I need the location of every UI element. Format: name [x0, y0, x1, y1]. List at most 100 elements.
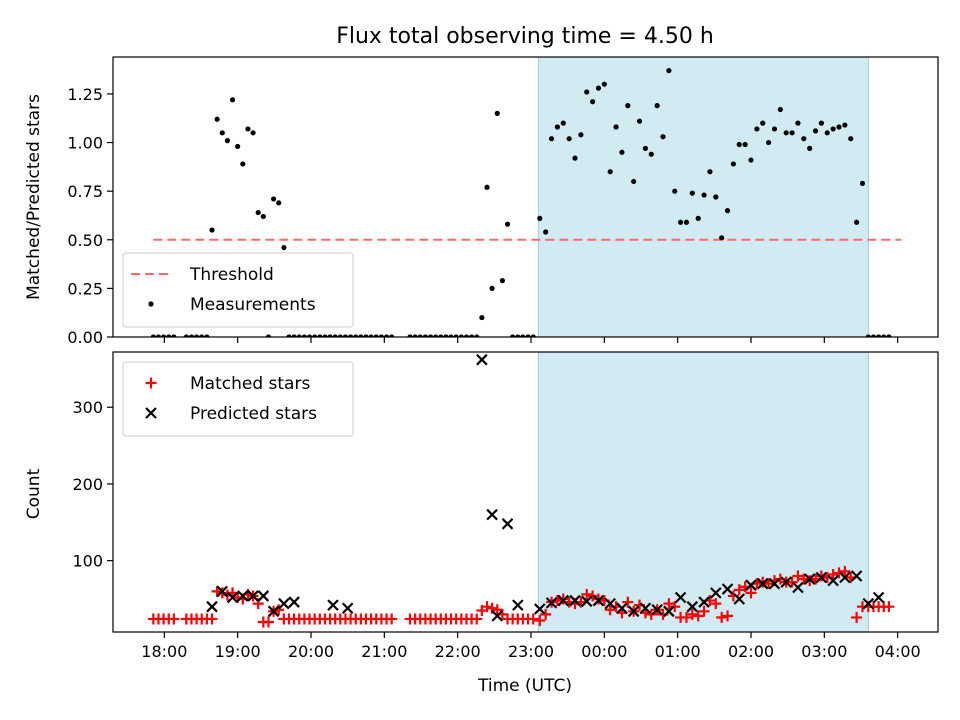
measurement-point — [783, 130, 789, 136]
predicted-stars-point — [627, 605, 640, 618]
predicted-stars-point — [491, 610, 504, 622]
measurement-point — [865, 334, 871, 337]
legend-box — [122, 252, 354, 328]
measurement-point — [224, 138, 230, 144]
measurement-point — [489, 285, 495, 291]
measurement-point — [836, 124, 842, 130]
bottom-panel: 100 200 300 18:00 19:00 20:00 21:00 22:00 23:00 0… — [72, 351, 939, 661]
predicted-stars-point — [592, 594, 605, 607]
measurement-point — [427, 334, 434, 337]
measurement-point — [789, 130, 795, 136]
measurement-point — [229, 97, 236, 103]
legend-matched-swatch — [145, 377, 157, 389]
matched-stars-point — [669, 601, 681, 613]
x-tick-label: 18:00 — [141, 642, 187, 661]
measurement-point — [648, 151, 654, 157]
matched-stars-point — [534, 614, 546, 626]
matched-stars-point — [540, 608, 552, 620]
top-series-1 — [150, 0, 902, 337]
bottom-plot-area — [147, 353, 895, 628]
measurement-point — [245, 126, 251, 132]
predicted-stars-point — [698, 596, 710, 608]
measurement-point — [368, 334, 374, 337]
x-tick-label: 02:00 — [728, 642, 774, 661]
measurement-point — [188, 334, 195, 337]
measurement-point — [807, 145, 813, 151]
measurement-point — [625, 103, 631, 109]
measurement-point — [660, 134, 666, 140]
predicted-stars-point — [721, 583, 734, 595]
matched-stars-point — [786, 576, 798, 588]
x-tick-label: 03:00 — [801, 642, 847, 661]
measurement-point — [701, 192, 707, 198]
measurement-point — [654, 103, 660, 109]
bottom-y-tick-label: 300 — [72, 398, 103, 417]
measurement-point — [520, 334, 526, 337]
matched-stars-point — [587, 590, 599, 602]
measurement-point — [378, 334, 384, 337]
measurement-point — [255, 209, 261, 216]
predicted-stars-point — [780, 576, 792, 588]
measurement-point — [619, 149, 625, 155]
measurement-point — [848, 136, 854, 142]
measurement-point — [155, 334, 162, 337]
measurement-point — [578, 132, 584, 138]
predicted-stars-point — [267, 605, 280, 618]
legend-box — [122, 361, 354, 437]
predicted-stars-point — [226, 591, 239, 604]
measurement-point — [286, 334, 292, 337]
measurement-point — [760, 120, 766, 126]
measurement-point — [607, 169, 613, 175]
matched-stars-point — [680, 611, 692, 623]
legend-measurements-swatch — [148, 301, 154, 307]
measurement-point — [306, 334, 313, 337]
measurement-point — [358, 334, 364, 337]
measurement-point — [281, 244, 287, 251]
matched-stars-point — [622, 596, 634, 608]
top-panel: 0.00 0.25 0.50 0.75 1.00 1.25 Threshold Measure… — [67, 0, 939, 347]
measurement-point — [469, 334, 475, 337]
matched-stars-point — [471, 613, 483, 625]
predicted-stars-point — [545, 597, 558, 609]
measurement-point — [317, 334, 323, 337]
predicted-stars-point — [839, 571, 851, 584]
matched-stars-point — [386, 613, 398, 625]
predicted-stars-point — [862, 597, 875, 610]
measurement-point — [636, 118, 643, 124]
measurement-point — [389, 334, 395, 337]
top-plot-area — [150, 0, 902, 337]
measurement-point — [161, 334, 167, 337]
measurement-point — [801, 136, 807, 142]
bottom-axes-frame — [112, 351, 939, 633]
matched-stars-point — [604, 604, 616, 616]
measurement-point — [736, 141, 742, 148]
measurement-point — [672, 188, 678, 194]
measurement-point — [842, 122, 848, 128]
matched-stars-point — [527, 613, 539, 625]
measurement-point — [150, 334, 156, 337]
matched-stars-point — [206, 613, 218, 625]
measurement-point — [713, 194, 719, 200]
measurement-point — [166, 334, 172, 337]
bottom-y-tick-label: 100 — [72, 552, 103, 571]
measurement-point — [219, 130, 225, 136]
measurement-point — [448, 334, 454, 337]
matched-stars-point — [792, 570, 804, 582]
measurement-point — [474, 334, 480, 337]
measurement-point — [407, 334, 413, 337]
measurement-point — [812, 128, 819, 134]
predicted-stars-point — [651, 603, 663, 616]
matched-stars-point — [168, 613, 180, 625]
predicted-stars-point — [557, 594, 570, 607]
measurement-point — [260, 213, 266, 220]
x-tick-label: 22:00 — [435, 642, 481, 661]
predicted-stars-point — [815, 571, 828, 584]
top-y-axis-label: Matched/Predicted stars — [24, 94, 44, 300]
measurement-point — [695, 215, 701, 221]
measurement-point — [631, 178, 637, 185]
measurement-point — [642, 145, 649, 151]
top-y-tick-label: 0.75 — [67, 182, 103, 201]
measurement-point — [897, 0, 902, 3]
measurement-point — [463, 334, 470, 337]
